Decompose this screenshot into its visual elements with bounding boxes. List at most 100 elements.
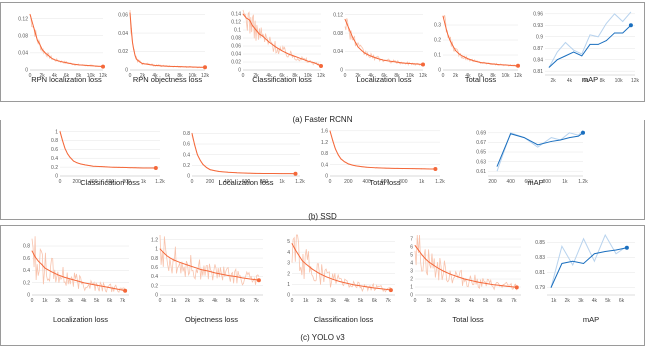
x-tick-label: 10k <box>304 73 313 79</box>
data-point <box>357 46 359 48</box>
x-tick-label: 8k <box>76 73 82 79</box>
y-tick-label: 0.14 <box>231 12 241 18</box>
data-point <box>357 165 358 167</box>
x-tick-label: 2k <box>55 298 61 304</box>
data-point <box>513 286 515 288</box>
x-tick-label: 1k <box>171 298 177 304</box>
data-point <box>604 251 606 252</box>
y-tick-label: 0.04 <box>118 31 128 37</box>
data-point <box>66 62 67 64</box>
data-point <box>346 23 348 25</box>
data-point <box>34 256 36 258</box>
y-tick-label: 0 <box>55 174 58 180</box>
x-tick-label: 5k <box>483 298 489 304</box>
plot-frcnn-map: 0.81 0.84 0.87 0.9 0.93 0.96 2k 4k 6k 8k 10k 12k mAP <box>533 12 639 84</box>
last-point-marker <box>388 288 393 293</box>
x-tick-label: 1k <box>426 298 432 304</box>
x-tick-label: 600 <box>525 179 534 185</box>
data-point <box>151 167 153 169</box>
x-tick-label: 4k <box>81 298 87 304</box>
data-point <box>268 41 270 43</box>
data-point <box>390 60 391 62</box>
last-point-marker <box>319 64 323 68</box>
data-point <box>452 45 454 47</box>
last-point-marker <box>624 245 629 250</box>
x-tick-label: 10k <box>188 73 197 79</box>
x-tick-label: 0 <box>29 73 32 79</box>
data-point <box>478 281 479 283</box>
y-tick-label: 0.81 <box>535 270 545 276</box>
y-tick-label: 0.04 <box>333 49 343 55</box>
y-tick-label: 1 <box>55 129 58 135</box>
data-point <box>421 254 423 256</box>
data-point <box>41 49 43 50</box>
x-tick-label: 12k <box>631 78 640 84</box>
data-point <box>499 285 501 286</box>
data-point <box>605 40 607 41</box>
raw-loss-line <box>129 9 206 69</box>
data-point <box>412 168 413 170</box>
x-tick-label: 7k <box>385 298 391 304</box>
x-tick-label: 0 <box>59 179 62 185</box>
x-tick-label: 12k <box>419 73 428 79</box>
x-tick-label: 6k <box>107 298 113 304</box>
series-line <box>29 14 104 68</box>
series-line <box>129 12 205 68</box>
y-tick-label: 0.08 <box>231 36 241 42</box>
y-tick-label: 0.8 <box>321 151 328 157</box>
plot-title: mAP <box>582 75 598 84</box>
data-point <box>505 64 506 66</box>
y-tick-label: 1.2 <box>151 237 158 243</box>
data-point <box>199 159 201 161</box>
x-tick-label: 5k <box>226 298 232 304</box>
data-point <box>332 279 334 280</box>
last-point-marker <box>581 130 585 135</box>
data-point <box>227 171 229 173</box>
y-tick-label: 0.08 <box>333 31 343 37</box>
data-point <box>60 61 61 62</box>
y-tick-label: 0.04 <box>18 51 28 57</box>
x-tick-label: 1.2k <box>295 179 305 185</box>
data-point <box>134 167 136 169</box>
data-point <box>281 173 283 175</box>
last-point-marker <box>123 288 128 293</box>
y-tick-label: 2 <box>410 277 413 283</box>
plot-frcnn-cls: 0 0.02 0.04 0.06 0.08 0.1 0.12 0.14 0 2k 4k 6k 8k 10k… <box>231 9 326 84</box>
x-tick-label: 1k <box>562 179 568 185</box>
y-tick-label: 0.96 <box>533 12 543 18</box>
data-point <box>173 66 175 67</box>
data-point <box>337 154 339 156</box>
data-point <box>458 53 460 54</box>
data-point <box>248 278 250 280</box>
data-point <box>129 12 131 14</box>
series-line <box>550 247 627 288</box>
y-tick-label: 0.67 <box>476 140 486 146</box>
data-point <box>51 271 52 273</box>
plot-title: Total loss <box>369 178 401 187</box>
x-tick-label: 4k <box>567 78 573 84</box>
x-tick-label: 2k <box>355 73 361 79</box>
data-point <box>109 166 111 168</box>
data-point <box>455 50 456 51</box>
y-tick-label: 0.08 <box>18 33 28 39</box>
caption-ssd: (b) SSD <box>308 212 337 221</box>
data-point <box>572 260 574 262</box>
x-tick-label: 2k <box>40 73 46 79</box>
x-tick-label: 8k <box>490 73 496 79</box>
y-tick-label: 0.6 <box>151 265 158 271</box>
plot-title: Objectness loss <box>185 315 238 324</box>
data-point <box>583 263 584 264</box>
data-point <box>242 277 243 279</box>
plot-yolo-obj: 0 0.2 0.4 0.6 0.8 1 1.2 0 1k 2k 3k 4k 5k 6k 7k Objectne… <box>151 234 263 324</box>
plot-yolo-total: 0 1 2 3 4 5 6 7 0 1k 2k 3k 4k 5k 6k 7k Total loss <box>410 234 521 324</box>
data-point <box>360 49 362 51</box>
data-point <box>403 62 404 64</box>
y-tick-label: 0.8 <box>51 138 58 144</box>
data-point <box>550 141 552 142</box>
y-tick-label: 0.83 <box>535 255 545 261</box>
series-line <box>344 19 424 65</box>
y-tick-label: 0.4 <box>151 274 158 280</box>
y-tick-label: 0 <box>155 293 158 299</box>
